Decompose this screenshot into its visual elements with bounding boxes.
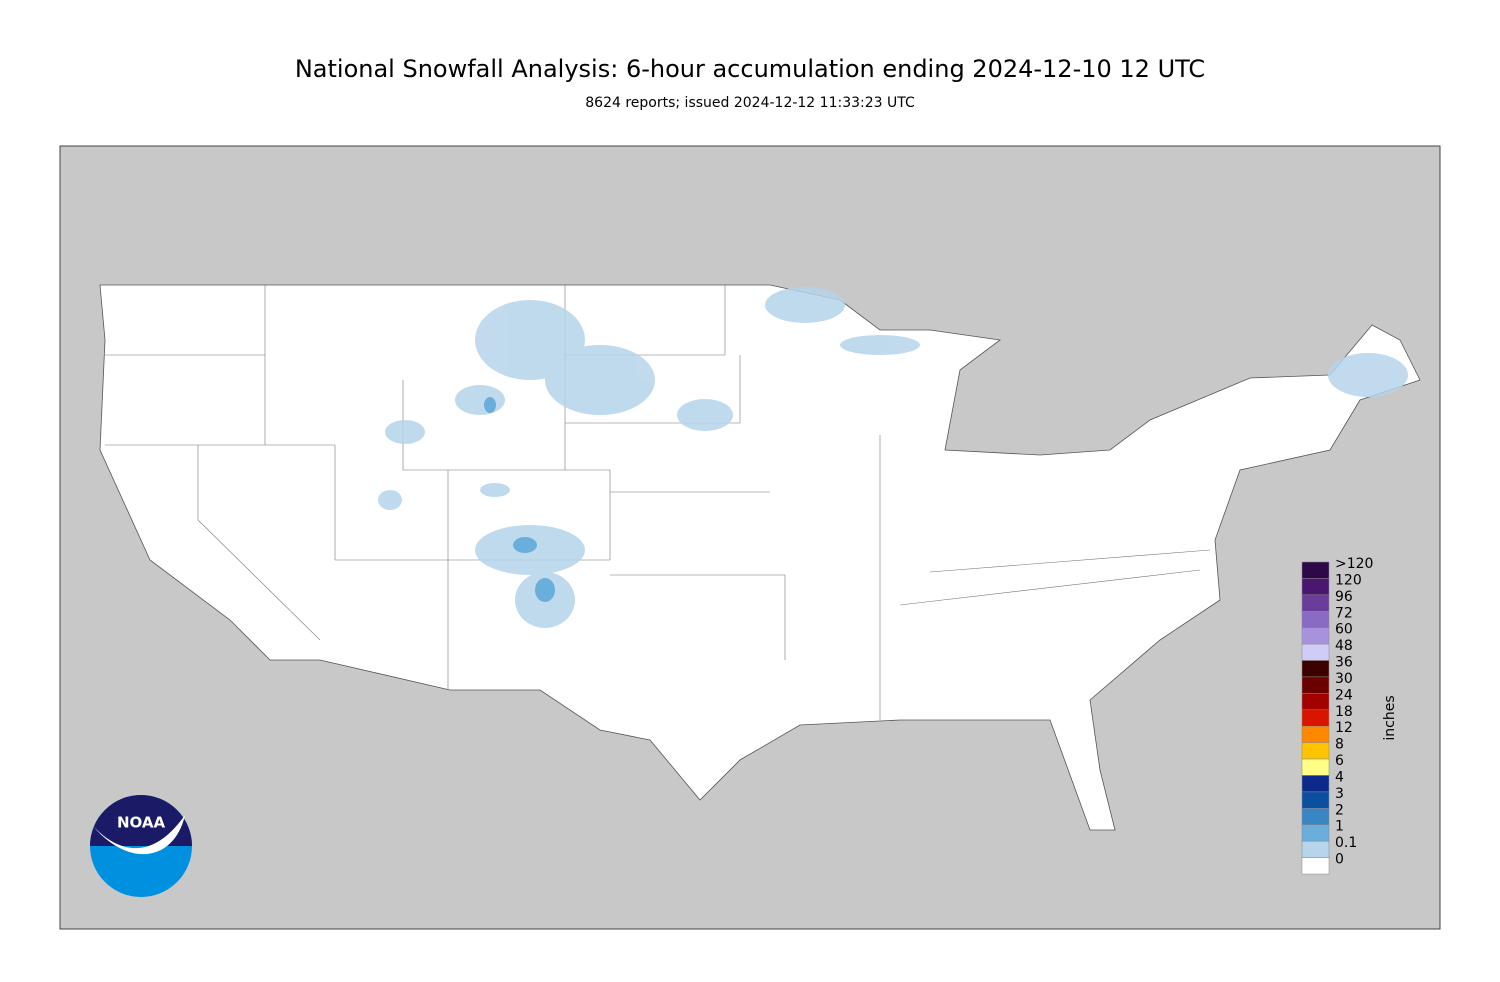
legend-swatch bbox=[1301, 758, 1330, 776]
legend-label: 30 bbox=[1335, 671, 1353, 687]
legend-swatch bbox=[1301, 709, 1330, 727]
legend-swatch bbox=[1301, 578, 1330, 596]
legend-swatch bbox=[1301, 643, 1330, 661]
legend-label: 60 bbox=[1335, 622, 1353, 638]
legend-label: 3 bbox=[1335, 786, 1344, 802]
legend-label: 96 bbox=[1335, 589, 1353, 605]
subtitle: 8624 reports; issued 2024-12-12 11:33:23… bbox=[585, 95, 915, 111]
legend-label: 0.1 bbox=[1335, 835, 1357, 851]
legend-label: 36 bbox=[1335, 655, 1353, 671]
legend-swatch bbox=[1301, 808, 1330, 825]
legend-label: 6 bbox=[1335, 753, 1344, 769]
legend-swatch bbox=[1301, 611, 1330, 628]
legend-label: 8 bbox=[1335, 737, 1344, 753]
legend-unit: inches bbox=[1382, 695, 1398, 740]
legend-label: 12 bbox=[1335, 720, 1353, 736]
legend-swatch bbox=[1301, 627, 1330, 645]
noaa-logo: NOAA bbox=[90, 795, 192, 897]
legend-swatch bbox=[1301, 742, 1330, 760]
state-borders bbox=[105, 285, 1211, 720]
title: National Snowfall Analysis: 6-hour accum… bbox=[295, 55, 1205, 83]
snow-areas-heavier bbox=[484, 397, 555, 602]
legend-label: 4 bbox=[1335, 769, 1344, 785]
legend-label: 18 bbox=[1335, 704, 1353, 720]
legend-swatch bbox=[1301, 561, 1330, 579]
legend-label: 72 bbox=[1335, 605, 1353, 621]
legend-label: >120 bbox=[1335, 556, 1373, 572]
legend-swatch bbox=[1301, 857, 1330, 875]
legend-label: 24 bbox=[1335, 687, 1353, 703]
legend-label: 1 bbox=[1335, 819, 1344, 835]
logo-text: NOAA bbox=[117, 814, 166, 832]
legend-label: 120 bbox=[1335, 572, 1362, 588]
legend-label: 48 bbox=[1335, 638, 1353, 654]
legend-swatch bbox=[1301, 660, 1330, 678]
legend-swatch bbox=[1301, 824, 1330, 842]
legend-swatch bbox=[1301, 725, 1330, 743]
legend-swatch bbox=[1301, 676, 1330, 694]
legend-swatch bbox=[1301, 775, 1330, 793]
legend-swatch bbox=[1301, 840, 1330, 858]
legend-swatch bbox=[1301, 791, 1330, 809]
legend-label: 0 bbox=[1335, 852, 1344, 868]
legend-swatch bbox=[1301, 693, 1330, 711]
legend-swatch bbox=[1301, 594, 1330, 612]
legend-label: 2 bbox=[1335, 802, 1344, 818]
us-land bbox=[99, 284, 1421, 831]
